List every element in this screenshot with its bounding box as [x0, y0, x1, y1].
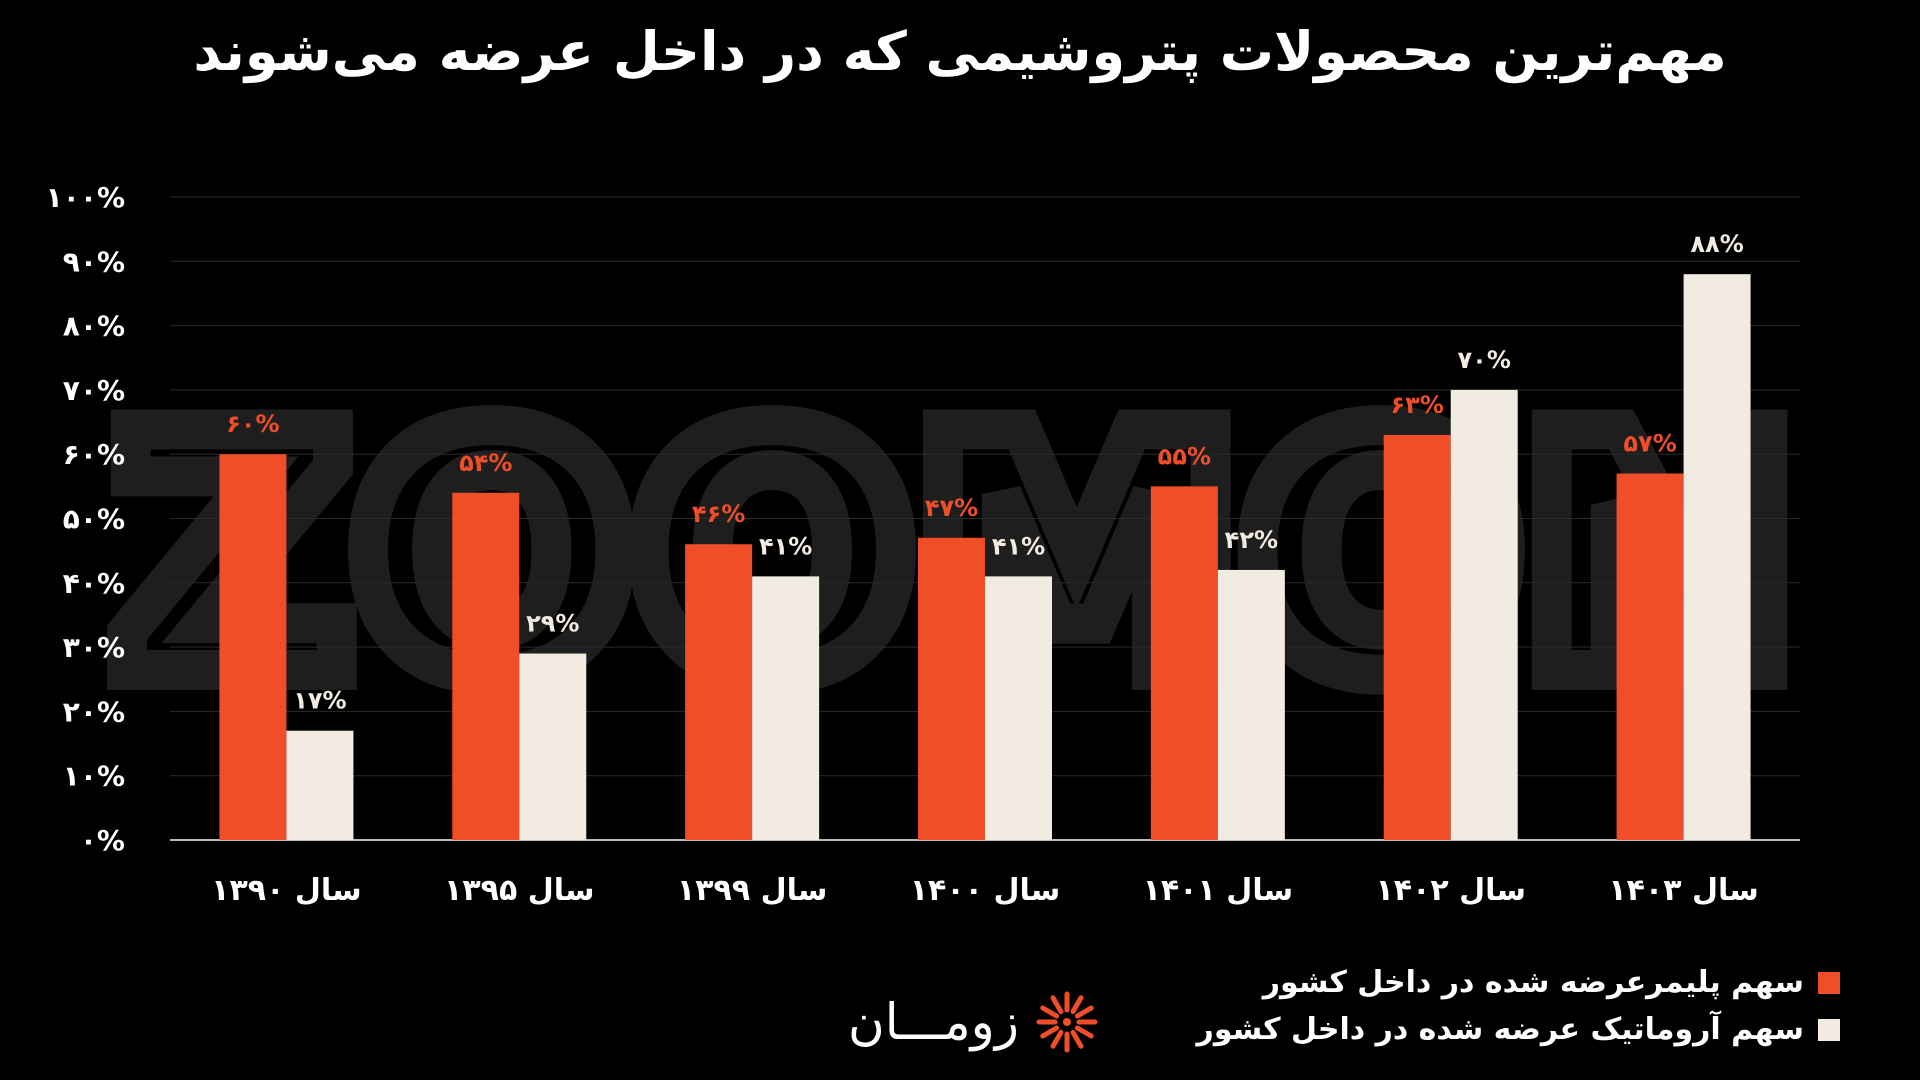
x-tick-label: سال ۱۳۹۵ [444, 873, 595, 908]
data-label: ۱۷% [293, 687, 346, 715]
x-tick-label: سال ۱۴۰۱ [1143, 873, 1294, 908]
y-tick-label: ۱۰% [63, 760, 125, 793]
data-labels: ۶۰% ۱۷% ۵۴% ۲۹% ۴۶% ۴۱% ۴۷% ۴۱% ۵۵% ۴۲% ۶۳% ۷۰% ۵۷% ۸… [226, 230, 1743, 715]
data-label: ۴۱% [759, 532, 812, 560]
data-label: ۵۴% [459, 449, 512, 477]
y-tick-label: ۶۰% [63, 438, 125, 471]
x-axis: سال ۱۳۹۰ سال ۱۳۹۵ سال ۱۳۹۹ سال ۱۴۰۰ سال ۱۴۰۱… [211, 873, 1759, 908]
sun-ray [1050, 1029, 1064, 1049]
legend-item-aromatic: سهم آروماتیک عرضه شده در داخل کشور [1197, 1012, 1840, 1047]
sun-ray [1074, 1005, 1094, 1019]
legend-item-polymer: سهم پلیمرعرضه شده در داخل کشور [1197, 965, 1840, 1000]
bar-polymer [219, 454, 287, 840]
legend: سهم پلیمرعرضه شده در داخل کشور سهم آروما… [1197, 965, 1840, 1059]
data-label: ۶۳% [1391, 391, 1444, 419]
data-label: ۲۹% [526, 610, 579, 638]
y-tick-label: ۵۰% [63, 503, 125, 536]
bar-polymer [685, 544, 753, 840]
bar-aromatic [286, 730, 354, 840]
sun-ray [1040, 1025, 1060, 1039]
chart-title: مهم‌ترین محصولات پتروشیمی که در داخل عرض… [193, 20, 1727, 83]
data-label: ۵۵% [1158, 442, 1211, 470]
brand-name: زومـــان [848, 993, 1019, 1051]
y-tick-label: ۰% [80, 824, 125, 857]
data-label: ۴۱% [992, 532, 1045, 560]
sun-icon [1036, 991, 1098, 1053]
bar-polymer [918, 537, 985, 840]
data-label: ۴۲% [1225, 526, 1278, 554]
brand-logo: زومـــان [848, 990, 1099, 1054]
x-tick-label: سال ۱۴۰۲ [1375, 873, 1526, 908]
bar-aromatic [1683, 274, 1751, 840]
sun-ray [1074, 1025, 1094, 1039]
y-tick-label: ۷۰% [63, 374, 125, 407]
y-tick-label: ۴۰% [63, 567, 125, 600]
data-label: ۶۰% [226, 410, 279, 438]
bar-chart: ZOOMON ۰%۱۰%۲۰%۳۰%۴۰%۵۰%۶۰%۷۰%۸۰%۹۰%۱۰۰%… [46, 181, 1818, 908]
bar-polymer [1616, 473, 1684, 840]
legend-swatch-aromatic [1818, 1018, 1840, 1041]
bar-polymer [1150, 486, 1218, 840]
x-tick-label: سال ۱۳۹۹ [677, 873, 828, 908]
legend-swatch-polymer [1818, 971, 1840, 994]
bar-polymer [452, 492, 520, 840]
bars [219, 274, 1751, 840]
bar-aromatic [752, 576, 820, 840]
y-tick-label: ۹۰% [63, 245, 125, 278]
legend-label-polymer: سهم پلیمرعرضه شده در داخل کشور [1262, 965, 1804, 1000]
legend-label-aromatic: سهم آروماتیک عرضه شده در داخل کشور [1196, 1012, 1804, 1047]
sun-ray [1050, 995, 1064, 1015]
sun-ray [1070, 1029, 1084, 1049]
data-label: ۴۶% [692, 500, 745, 528]
y-tick-label: ۲۰% [63, 695, 125, 728]
sun-ray [1040, 1005, 1060, 1019]
data-label: ۵۷% [1623, 429, 1676, 457]
y-tick-label: ۳۰% [63, 631, 125, 664]
x-tick-label: سال ۱۴۰۰ [910, 873, 1061, 908]
sun-ray [1070, 995, 1084, 1015]
y-tick-label: ۸۰% [63, 310, 125, 343]
bar-polymer [1383, 434, 1451, 840]
x-tick-label: سال ۱۳۹۰ [211, 873, 362, 908]
data-label: ۴۷% [925, 494, 978, 522]
bar-aromatic [1217, 569, 1285, 840]
bar-aromatic [519, 653, 587, 840]
bar-aromatic [1450, 389, 1518, 840]
data-label: ۷۰% [1458, 346, 1511, 374]
data-label: ۸۸% [1690, 230, 1743, 258]
bar-aromatic [985, 576, 1052, 840]
y-axis: ۰% ۱۰% ۲۰% ۳۰% ۴۰% ۵۰% ۶۰% ۷۰% ۸۰% ۹۰% ۱۰۰% [46, 181, 125, 857]
x-tick-label: سال ۱۴۰۳ [1608, 873, 1759, 908]
y-tick-label: ۱۰۰% [46, 181, 125, 214]
